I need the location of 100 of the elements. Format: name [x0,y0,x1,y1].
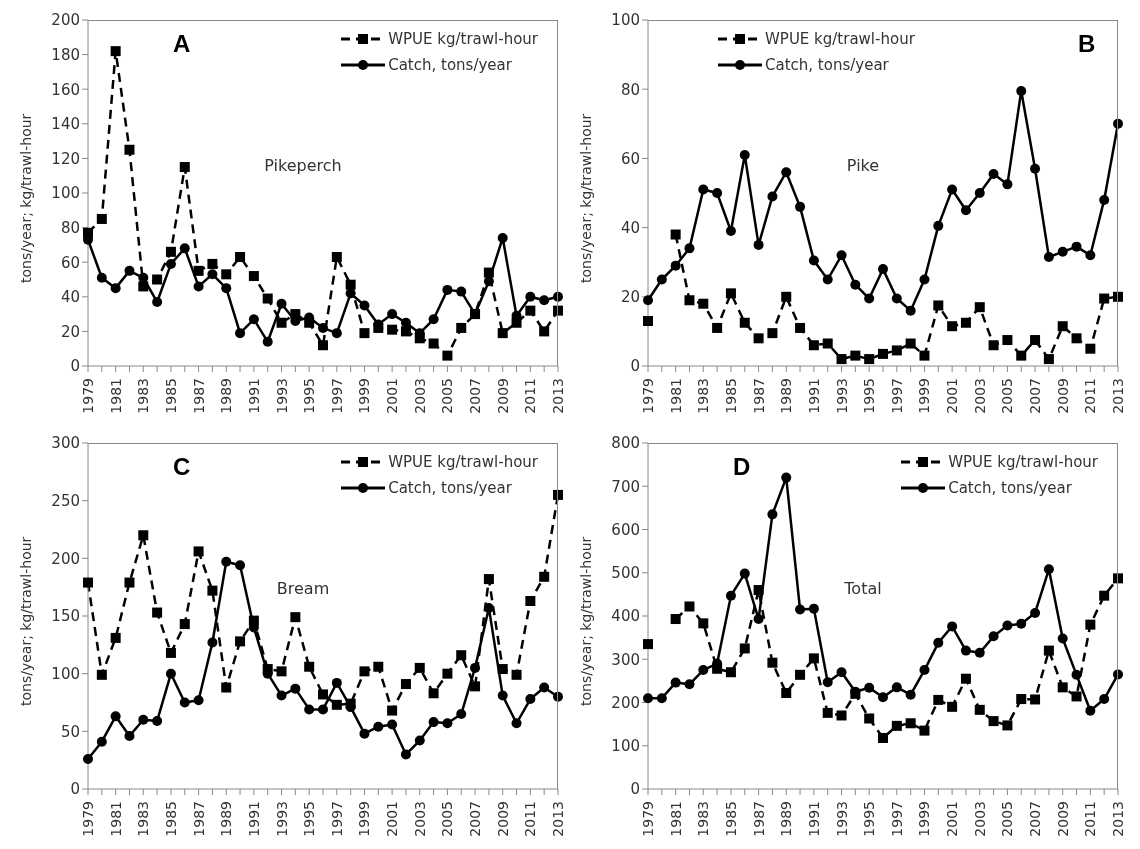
point [207,269,218,280]
point [83,754,93,765]
point [781,291,792,302]
point [497,690,508,701]
x-tick-label: 1993 [273,378,290,414]
point [684,601,695,612]
x-tick-label: 1981 [107,378,124,414]
x-tick-label: 2005 [999,378,1016,414]
legend-label: Catch, tons/year [388,56,512,74]
x-tick-label: 1995 [301,801,318,837]
point [553,305,563,316]
point [124,144,135,155]
x-tick-label: 1991 [245,801,262,837]
x-tick-label: 1979 [80,801,96,837]
point [781,472,792,483]
point [698,184,709,195]
point [974,188,985,198]
point [753,585,764,596]
point [1099,694,1110,705]
point [276,690,287,701]
x-tick-label: 1997 [328,378,345,414]
point [795,322,806,333]
point [400,749,411,760]
point [1002,720,1013,731]
point [221,556,232,567]
point [179,162,190,173]
x-tick-label: 1979 [640,378,656,414]
x-tick-label: 1995 [301,378,318,414]
point [110,46,121,57]
point [643,295,653,306]
point [248,314,259,325]
y-tick-label: 100 [51,184,80,203]
point [822,707,833,718]
legend-label: Catch, tons/year [388,479,512,497]
point [152,607,163,618]
y-tick-label: 200 [51,11,80,30]
y-tick-label: 60 [60,253,80,272]
point [864,354,875,365]
point [414,735,425,746]
point [905,689,916,700]
point [331,677,342,688]
y-tick-label: 500 [611,564,640,583]
point [235,252,246,263]
point [138,530,149,541]
y-tick-label: 40 [620,218,640,237]
point [470,681,481,692]
point [414,662,425,673]
y-tick-label: 0 [70,780,80,799]
point [795,201,806,212]
point [318,340,328,351]
point [1016,618,1027,629]
point [179,619,190,630]
y-tick-label: 800 [611,434,640,453]
point [110,283,121,294]
point [262,293,273,304]
x-tick-label: 1989 [778,801,795,837]
point [643,316,653,327]
point [670,229,681,240]
y-tick-label: 100 [51,664,80,683]
legend-label: WPUE kg/trawl-hour [765,30,915,48]
point [345,279,356,290]
legend-label: WPUE kg/trawl-hour [388,453,538,471]
point [1002,620,1013,631]
y-axis-title: tons/year; kg/trawl-hour [577,536,594,706]
point [1030,163,1041,174]
x-tick-label: 1979 [640,801,656,837]
point [152,715,163,726]
point [698,298,709,309]
x-tick-label: 1987 [190,801,207,837]
point [483,276,494,287]
annotation: Pikeperch [264,156,342,175]
point [497,664,508,675]
point [539,326,550,337]
point [905,718,916,729]
y-tick-label: 20 [60,322,80,341]
point [1057,246,1068,257]
point [96,669,107,680]
y-tick-label: 20 [620,288,640,307]
point [262,336,273,347]
point [1071,333,1082,344]
legend-label: Catch, tons/year [948,479,1072,497]
legend-label: WPUE kg/trawl-hour [948,453,1098,471]
point [808,603,819,614]
point [165,246,176,257]
point [947,321,958,332]
x-tick-label: 2007 [467,378,484,414]
y-tick-label: 60 [620,149,640,168]
x-tick-label: 1993 [273,801,290,837]
point [248,271,259,282]
point [124,730,135,741]
point [428,717,439,728]
y-axis-title: tons/year; kg/trawl-hour [17,113,34,283]
y-tick-label: 300 [611,650,640,669]
x-tick-label: 2011 [1082,378,1099,414]
point [373,661,384,672]
x-tick-label: 1981 [107,801,124,837]
point [456,709,467,720]
point [725,667,736,678]
point [442,350,453,361]
annotation: Pike [846,156,880,175]
